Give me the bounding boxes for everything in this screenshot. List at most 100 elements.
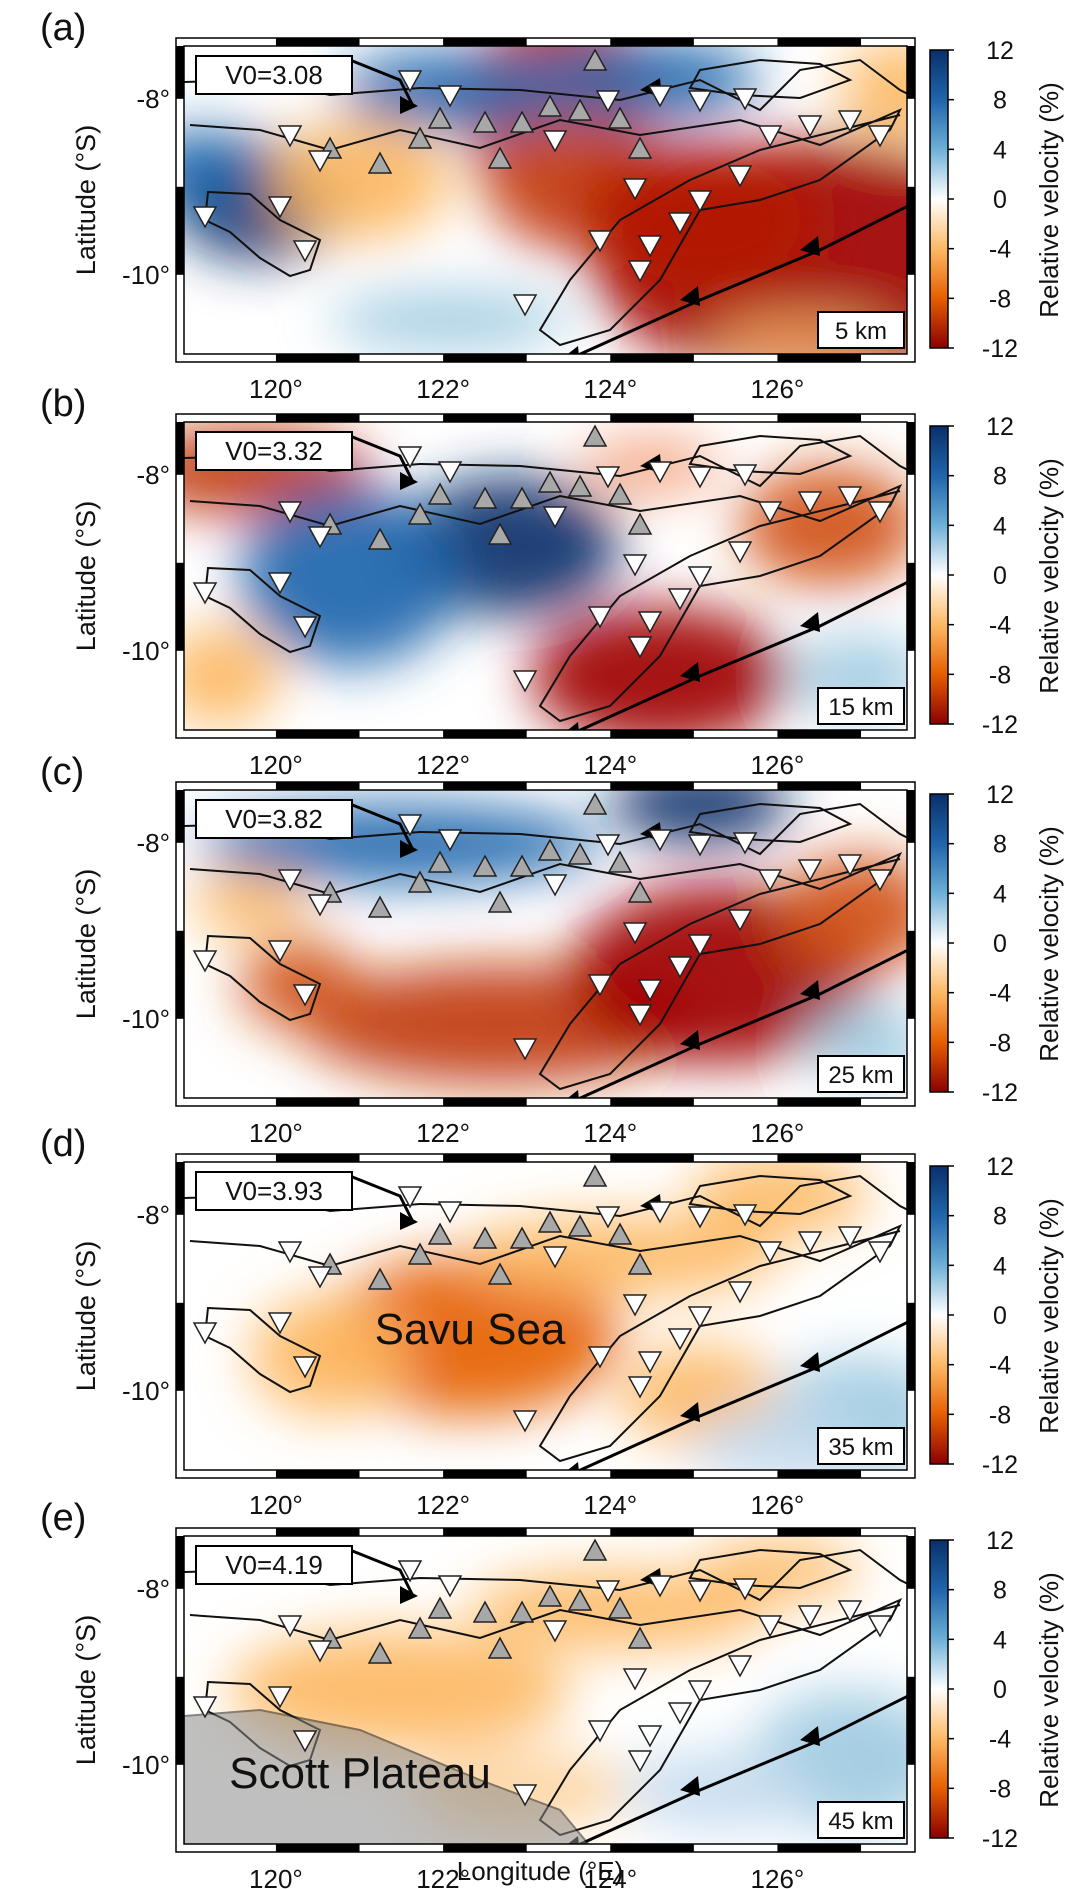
frame-bar-bottom (777, 1098, 862, 1106)
map-area (184, 1162, 907, 1470)
lon-tick-label: 120° (249, 1864, 303, 1889)
panel-letter: (b) (40, 383, 86, 425)
white-triangle-down-icon (732, 832, 758, 855)
coastline-4 (688, 802, 853, 844)
coastline-4 (688, 1548, 853, 1590)
thrust-tooth-3 (800, 980, 820, 1000)
colorbar-tick-label: -4 (989, 1352, 1011, 1380)
frame-bar-left (176, 1676, 184, 1765)
gray-triangle-up-icon (487, 1262, 513, 1285)
white-triangle-down-icon (837, 1600, 863, 1623)
frame-bar-right (907, 1162, 915, 1215)
velocity-anomaly-5 (620, 1750, 820, 1830)
depth-label-box (817, 1055, 905, 1093)
white-triangle-down-icon (267, 572, 293, 595)
white-triangle-down-icon (727, 909, 753, 932)
gray-triangle-up-icon (582, 1164, 608, 1187)
panel-3: (c) V0=3.82 25 km -8° -10° Latitude (°S) 120° 1… (40, 751, 1064, 1148)
y-axis-label: Latitude (°S) (71, 501, 101, 651)
gray-triangle-up-icon (407, 502, 433, 525)
gray-triangle-up-icon (487, 1636, 513, 1659)
white-triangle-down-icon (587, 1720, 613, 1743)
white-triangle-down-icon (757, 501, 783, 524)
map-frame (175, 781, 916, 1107)
lon-tick-label: 120° (249, 1118, 303, 1148)
white-triangle-down-icon (307, 1266, 333, 1289)
colorbar-label: Relative velocity (%) (1034, 1572, 1064, 1808)
white-triangle-down-icon (307, 894, 333, 917)
white-triangle-down-icon (727, 165, 753, 188)
white-triangle-down-icon (292, 984, 318, 1007)
colorbar-tick-label: -8 (989, 285, 1011, 313)
gray-triangle-up-icon (582, 424, 608, 447)
panels-root: (a) V0=3.08 5 km -8° -10° Latitude (°S) 120° 12… (40, 7, 1064, 1889)
white-triangle-down-icon (437, 829, 463, 852)
gray-triangle-up-icon (627, 136, 653, 159)
colorbar-tick-label: -4 (989, 1726, 1011, 1754)
frame-bar-bottom (443, 1098, 527, 1106)
white-triangle-down-icon (512, 1410, 538, 1433)
gray-triangle-up-icon (407, 870, 433, 893)
map-area (184, 1536, 907, 1844)
white-triangle-down-icon (732, 1204, 758, 1227)
lon-tick-label: 122° (416, 374, 470, 404)
white-triangle-down-icon (687, 566, 713, 589)
lon-tick-label: 126° (751, 374, 805, 404)
white-triangle-down-icon (277, 869, 303, 892)
lon-tick-label: 124° (583, 1118, 637, 1148)
gray-triangle-up-icon (509, 1226, 535, 1249)
white-triangle-down-icon (867, 869, 893, 892)
frame-bar-top (610, 38, 694, 46)
gray-triangle-up-icon (537, 1210, 563, 1233)
white-triangle-down-icon (307, 1640, 333, 1663)
white-triangle-down-icon (687, 934, 713, 957)
depth-label-box (817, 687, 905, 725)
thrust-tooth-1 (567, 1462, 579, 1470)
white-triangle-down-icon (397, 446, 423, 469)
colorbar-tick-label: 0 (993, 186, 1007, 214)
colorbar-tick-label: -8 (989, 1401, 1011, 1429)
colorbar-tick-label: -12 (982, 1451, 1018, 1479)
frame-bar-right (907, 46, 915, 99)
lat-tick-label: -10° (122, 1004, 170, 1034)
gray-triangle-up-icon (607, 1596, 633, 1619)
back-arc-thrust (349, 434, 414, 481)
lon-tick-label: 120° (249, 374, 303, 404)
velocity-anomaly-7 (190, 874, 310, 934)
white-triangle-down-icon (307, 150, 333, 173)
frame-bar-top (610, 782, 694, 790)
gray-triangle-up-icon (627, 1626, 653, 1649)
gray-triangle-up-icon (567, 1214, 593, 1237)
frame-bar-top (610, 1154, 694, 1162)
white-triangle-down-icon (627, 1750, 653, 1773)
map-frame (175, 1153, 916, 1479)
colorbar-tick-label: 0 (993, 930, 1007, 958)
gray-triangle-up-icon (407, 1616, 433, 1639)
white-triangle-down-icon (292, 1730, 318, 1753)
gray-triangle-up-icon (487, 146, 513, 169)
lon-tick-label: 126° (751, 1118, 805, 1148)
lat-tick-label: -8° (136, 1574, 170, 1604)
panel-1: (a) V0=3.08 5 km -8° -10° Latitude (°S) 120° 12… (40, 7, 1064, 404)
gray-triangle-up-icon (367, 1641, 393, 1664)
white-triangle-down-icon (837, 110, 863, 133)
gray-triangle-up-icon (607, 106, 633, 129)
frame-bar-bottom (275, 1098, 360, 1106)
velocity-anomaly-3 (460, 1216, 780, 1296)
colorbar-tick-label: -12 (982, 1079, 1018, 1107)
lat-tick-label: -10° (122, 1376, 170, 1406)
white-triangle-down-icon (757, 1241, 783, 1264)
colorbar-tick-label: 8 (993, 831, 1007, 859)
velocity-anomaly-4 (240, 939, 360, 1029)
colorbar-tick-label: -4 (989, 236, 1011, 264)
white-triangle-down-icon (192, 1322, 218, 1345)
gray-triangle-up-icon (472, 854, 498, 877)
frame-bar-right (907, 1676, 915, 1765)
coastline-4 (688, 58, 853, 100)
white-triangle-down-icon (867, 501, 893, 524)
white-triangle-down-icon (437, 1201, 463, 1224)
frame-bar-bottom (443, 1844, 527, 1852)
trench-fault (576, 580, 907, 730)
colorbar-tick-label: 12 (986, 1527, 1014, 1555)
frame-bar-right (907, 186, 915, 275)
